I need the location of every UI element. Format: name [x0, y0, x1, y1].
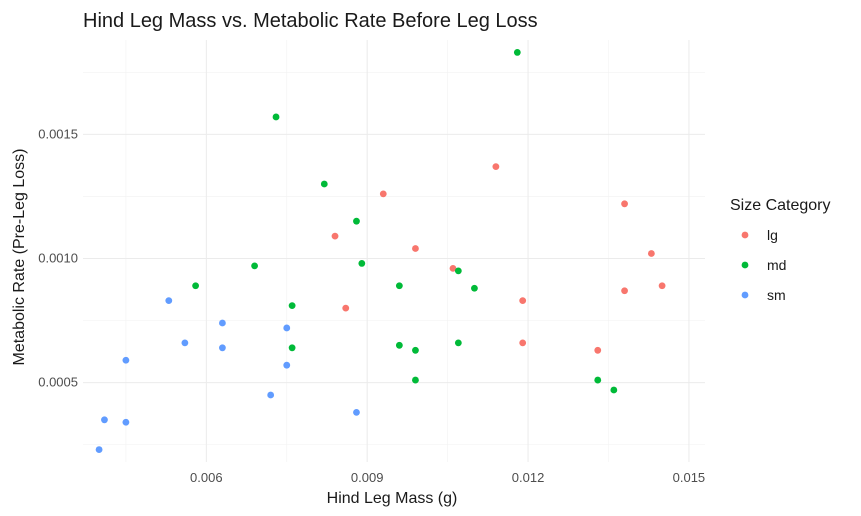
point-md: [192, 282, 200, 290]
point-lg: [519, 297, 527, 305]
data-points: [95, 49, 666, 453]
legend-key-lg: [741, 231, 749, 239]
point-lg: [621, 200, 628, 208]
legend-key-sm: [741, 291, 749, 299]
legend-title: Size Category: [730, 197, 831, 214]
point-sm: [181, 339, 189, 347]
point-md: [594, 376, 602, 384]
x-tick-label: 0.009: [351, 470, 384, 485]
x-axis-ticks: 0.006 0.009 0.012 0.015: [190, 470, 705, 485]
y-tick-label: 0.0010: [38, 250, 78, 265]
point-lg: [412, 245, 419, 252]
y-tick-label: 0.0015: [38, 126, 78, 141]
legend-label-sm: sm: [767, 287, 786, 303]
point-lg: [621, 287, 628, 295]
point-md: [353, 217, 360, 225]
x-tick-label: 0.006: [190, 470, 223, 485]
y-axis-ticks: 0.0005 0.0010 0.0015: [38, 126, 78, 389]
point-lg: [379, 190, 387, 198]
point-md: [395, 341, 403, 349]
point-md: [358, 260, 366, 267]
point-md: [454, 339, 462, 347]
point-sm: [101, 416, 108, 424]
point-md: [395, 282, 403, 290]
point-sm: [95, 446, 103, 453]
point-lg: [594, 346, 602, 354]
point-lg: [331, 232, 339, 240]
point-lg: [658, 282, 666, 290]
y-tick-label: 0.0005: [38, 375, 78, 390]
legend-label-md: md: [767, 257, 786, 273]
legend-key-md: [741, 261, 749, 269]
chart-title: Hind Leg Mass vs. Metabolic Rate Before …: [83, 10, 538, 32]
legend-label-lg: lg: [767, 227, 778, 243]
legend: Size Category lg md sm: [730, 197, 831, 303]
point-sm: [219, 344, 226, 352]
point-sm: [267, 391, 275, 399]
point-md: [471, 284, 478, 292]
x-tick-label: 0.012: [512, 470, 545, 485]
point-md: [251, 262, 258, 270]
point-lg: [519, 339, 527, 347]
point-md: [320, 180, 328, 188]
x-axis-title: Hind Leg Mass (g): [327, 490, 458, 507]
x-tick-label: 0.015: [673, 470, 706, 485]
point-lg: [449, 264, 457, 272]
point-sm: [283, 324, 291, 332]
point-md: [412, 376, 419, 384]
point-sm: [219, 319, 226, 327]
point-sm: [283, 361, 291, 369]
point-lg: [492, 163, 500, 171]
point-md: [288, 344, 296, 352]
point-md: [412, 346, 419, 354]
point-md: [272, 113, 280, 121]
point-sm: [165, 297, 173, 305]
point-sm: [122, 418, 130, 426]
point-md: [610, 386, 618, 394]
point-sm: [122, 356, 130, 364]
grid: [83, 40, 705, 462]
point-md: [288, 302, 296, 310]
point-md: [454, 267, 462, 275]
y-axis-title: Metabolic Rate (Pre-Leg Loss): [11, 149, 28, 366]
point-md: [513, 49, 521, 56]
point-lg: [647, 250, 655, 257]
point-lg: [342, 304, 350, 312]
point-sm: [353, 408, 360, 416]
